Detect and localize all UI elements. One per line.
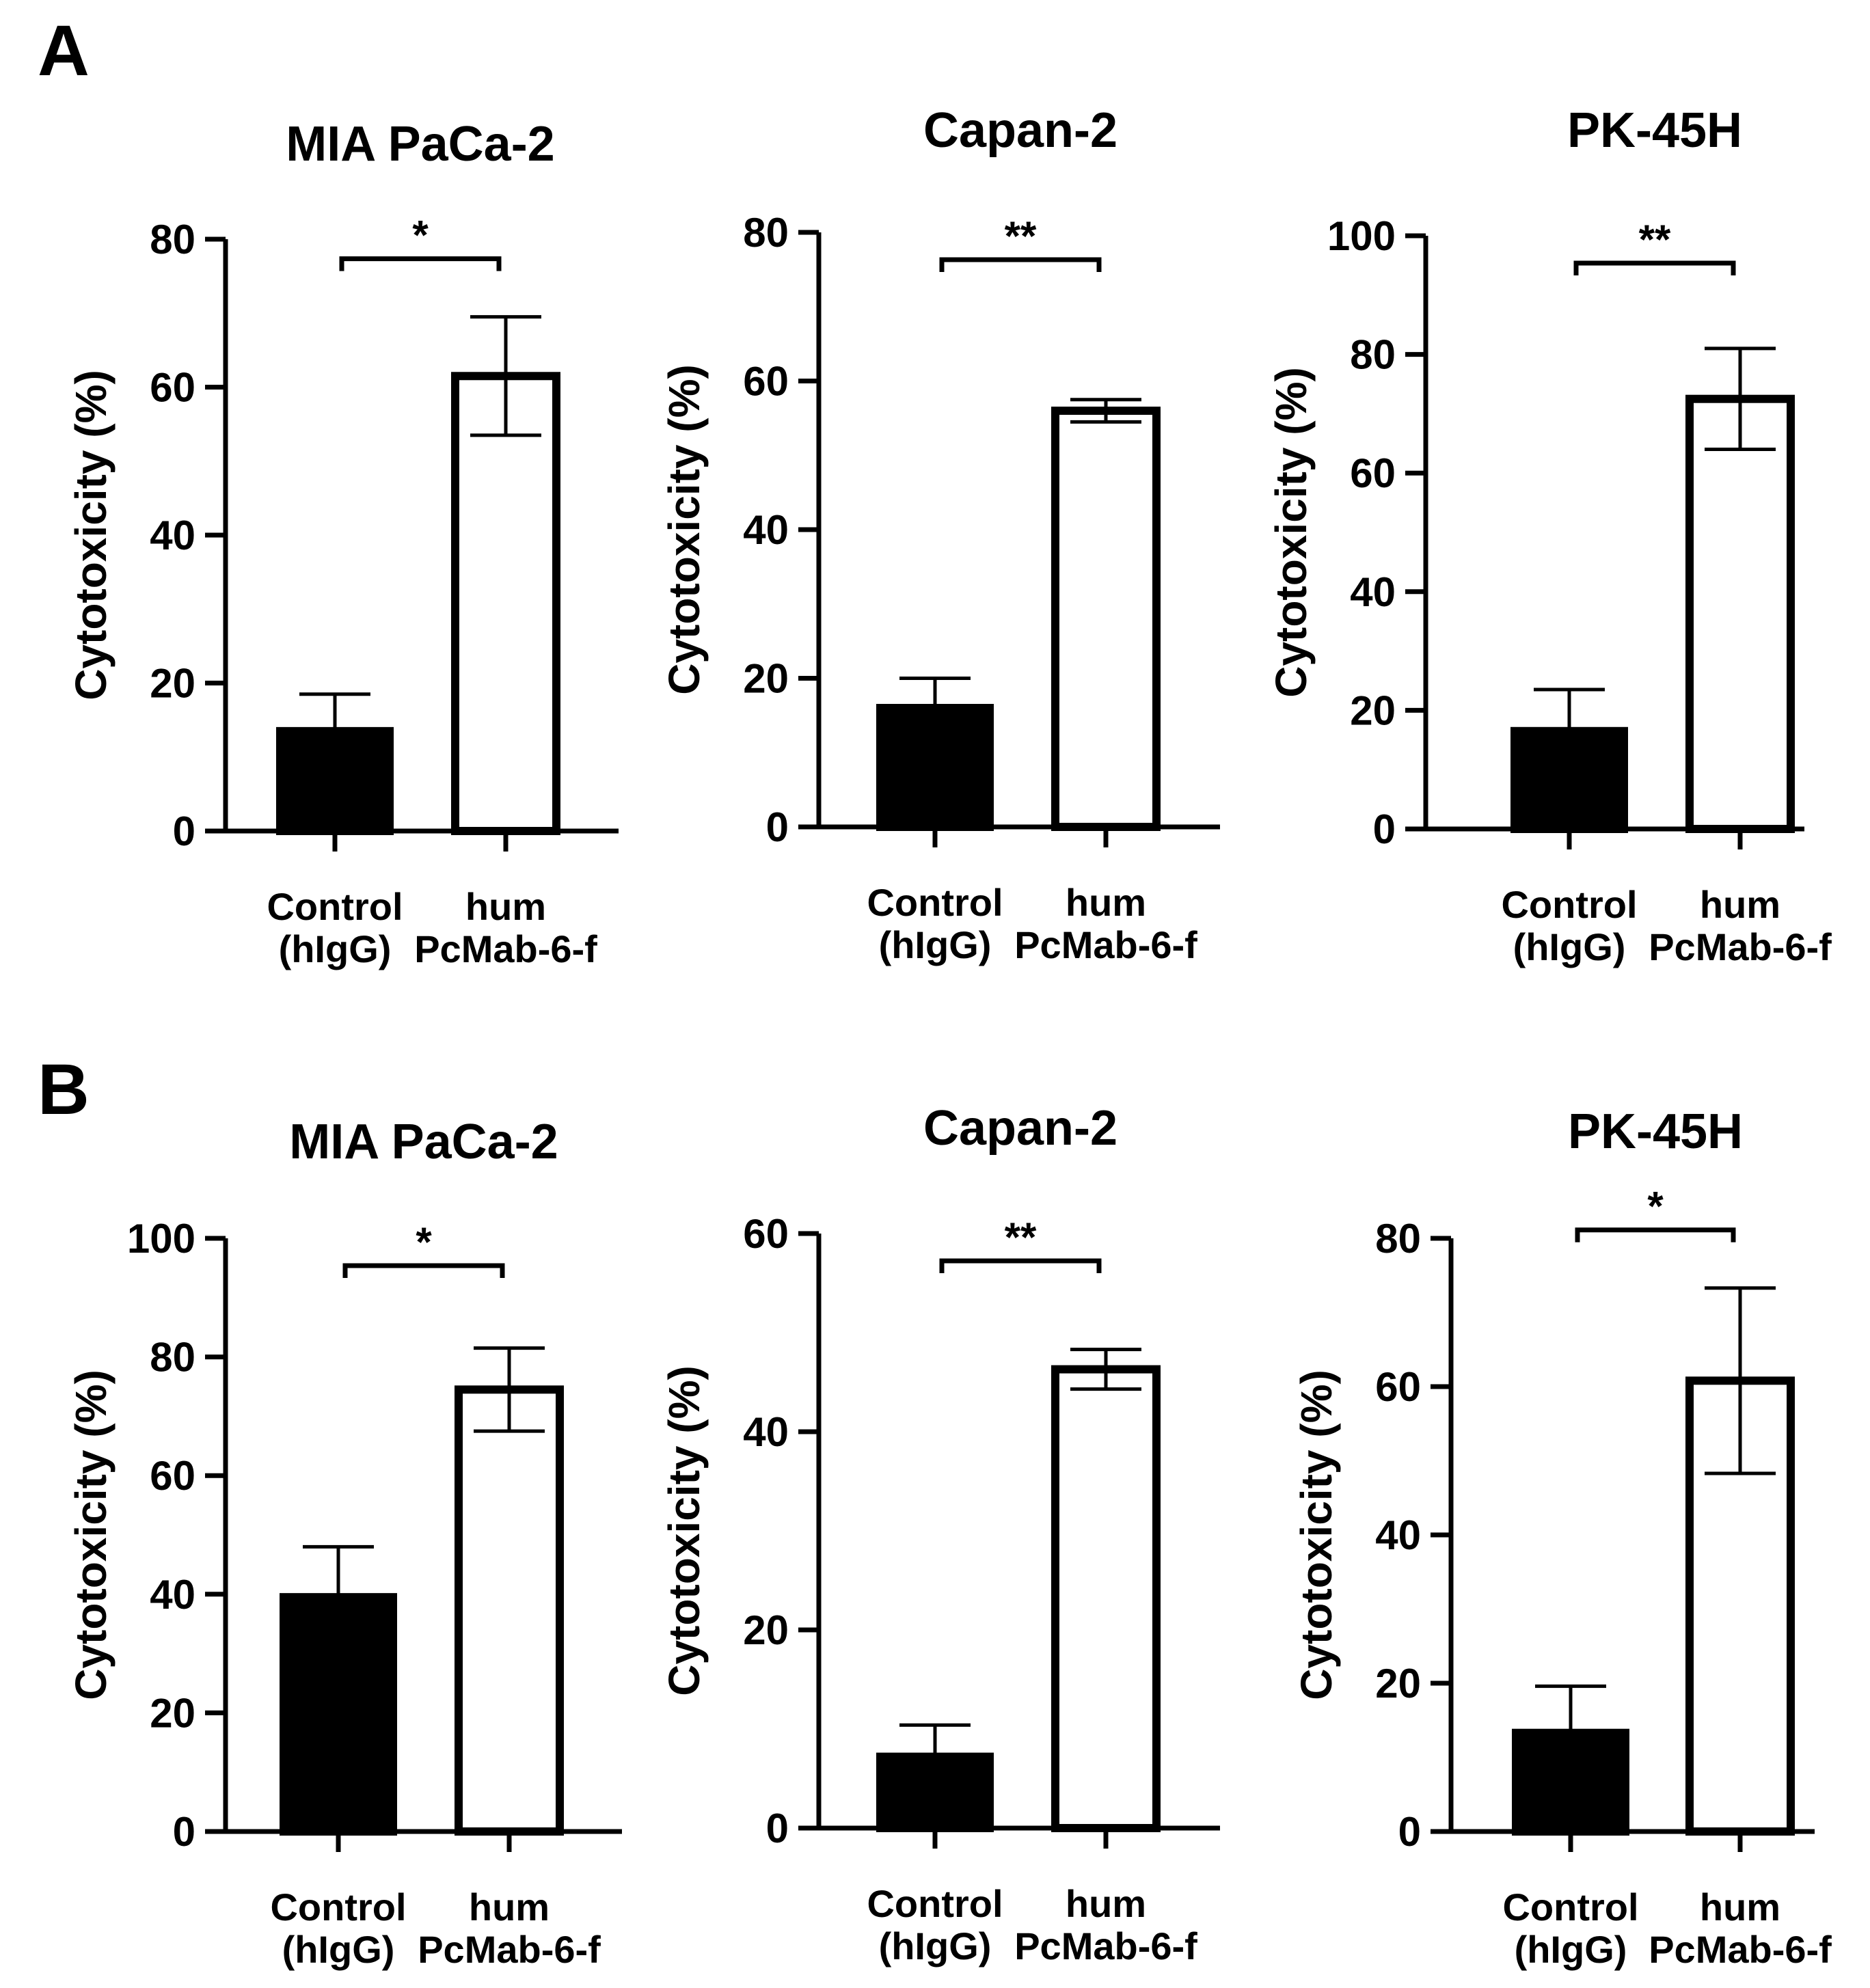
chart-2-y-axis-label: Cytotoxicity (%) xyxy=(660,364,709,695)
chart-3-title: PK-45H xyxy=(1567,103,1742,158)
chart-3-category-label-2: hum xyxy=(1700,883,1780,926)
chart-2-y-tick-label: 80 xyxy=(743,210,789,256)
chart-1-category-label-2: hum xyxy=(465,885,546,928)
chart-5-y-tick-label: 40 xyxy=(743,1409,789,1455)
chart-1-significance-bracket xyxy=(339,256,502,271)
chart-1-bar-treatment xyxy=(451,372,560,835)
chart-5-significance-label: ** xyxy=(1005,1214,1037,1260)
chart-4-y-axis-label: Cytotoxicity (%) xyxy=(66,1370,116,1700)
chart-6-y-tick-label: 0 xyxy=(1398,1809,1421,1855)
chart-4-title: MIA PaCa-2 xyxy=(289,1115,558,1169)
chart-1-y-tick-label: 60 xyxy=(150,365,195,411)
chart-5-y-tick-label: 60 xyxy=(743,1211,789,1257)
chart-4-y-tick-label: 100 xyxy=(127,1216,195,1262)
chart-2-y-tick-label: 40 xyxy=(743,507,789,553)
chart-4-y-tick-label: 0 xyxy=(173,1809,195,1855)
chart-5-y-tick-label: 20 xyxy=(743,1607,789,1653)
chart-5-bar-treatment xyxy=(1051,1365,1161,1832)
chart-4-category-label-1: (hIgG) xyxy=(282,1928,395,1971)
chart-3-y-axis-label: Cytotoxicity (%) xyxy=(1266,367,1316,698)
chart-4-bar-treatment xyxy=(455,1385,564,1836)
chart-3-category-label-2: PcMab-6-f xyxy=(1649,925,1832,968)
chart-5-category-label-2: PcMab-6-f xyxy=(1014,1924,1197,1967)
chart-1-y-tick-label: 20 xyxy=(150,661,195,707)
chart-1-significance-label: * xyxy=(412,213,429,258)
chart-2-category-label-1: (hIgG) xyxy=(879,923,992,966)
chart-1-title: MIA PaCa-2 xyxy=(286,117,554,172)
chart-3-significance-label: ** xyxy=(1639,217,1671,262)
chart-2-y-tick-label: 60 xyxy=(743,359,789,405)
chart-2-significance-bracket xyxy=(939,257,1102,272)
chart-2-category-label-1: Control xyxy=(867,881,1003,924)
chart-2-category-label-2: PcMab-6-f xyxy=(1014,923,1197,966)
chart-6-y-tick-label: 60 xyxy=(1375,1364,1421,1410)
chart-1-y-tick-label: 0 xyxy=(173,808,195,854)
chart-2-category-label-2: hum xyxy=(1066,881,1146,924)
chart-6-category-label-2: hum xyxy=(1700,1885,1780,1929)
chart-6-bar-control xyxy=(1512,1728,1629,1836)
chart-1-category-label-1: (hIgG) xyxy=(279,927,392,970)
chart-1-y-tick-label: 80 xyxy=(150,217,195,262)
chart-6-category-label-1: Control xyxy=(1502,1885,1638,1929)
chart-2-title: Capan-2 xyxy=(923,103,1117,158)
chart-5-y-tick-label: 0 xyxy=(766,1806,789,1851)
chart-6-category-label-2: PcMab-6-f xyxy=(1649,1928,1832,1971)
chart-4-significance-label: * xyxy=(416,1219,432,1265)
chart-5-bar-control xyxy=(876,1752,994,1833)
chart-5-category-label-1: (hIgG) xyxy=(879,1924,992,1967)
chart-2-significance-label: ** xyxy=(1005,213,1037,259)
chart-3-y-tick-label: 60 xyxy=(1350,450,1396,496)
panel-label-a: A xyxy=(38,11,90,91)
chart-3-y-tick-label: 20 xyxy=(1350,687,1396,733)
chart-1-category-label-2: PcMab-6-f xyxy=(414,927,597,970)
chart-2-bar-treatment xyxy=(1051,407,1161,831)
chart-4-category-label-2: PcMab-6-f xyxy=(418,1928,601,1971)
chart-1-y-axis-label: Cytotoxicity (%) xyxy=(66,370,116,700)
chart-5-category-label-2: hum xyxy=(1066,1882,1146,1925)
chart-3-y-tick-label: 100 xyxy=(1327,213,1396,259)
chart-3-y-tick-label: 0 xyxy=(1373,806,1396,852)
chart-4-y-tick-label: 20 xyxy=(150,1690,195,1736)
chart-5-significance-bracket xyxy=(939,1258,1102,1273)
chart-2-y-tick-label: 0 xyxy=(766,804,789,850)
chart-1-category-label-1: Control xyxy=(267,885,403,928)
chart-4-category-label-1: Control xyxy=(270,1885,406,1929)
chart-6-y-tick-label: 40 xyxy=(1375,1512,1421,1558)
chart-4-significance-bracket xyxy=(342,1263,505,1278)
chart-3-category-label-1: Control xyxy=(1501,883,1637,926)
chart-5-y-axis-label: Cytotoxicity (%) xyxy=(660,1365,709,1696)
chart-3-category-label-1: (hIgG) xyxy=(1513,925,1626,968)
chart-4-bar-control xyxy=(280,1593,397,1836)
chart-6-category-label-1: (hIgG) xyxy=(1515,1928,1627,1971)
chart-3-significance-bracket xyxy=(1573,260,1736,275)
chart-6-y-axis-label: Cytotoxicity (%) xyxy=(1292,1370,1341,1700)
chart-3-bar-treatment xyxy=(1685,394,1795,833)
chart-1-y-tick-label: 40 xyxy=(150,513,195,558)
chart-6-significance-bracket xyxy=(1575,1227,1736,1242)
chart-6-y-tick-label: 20 xyxy=(1375,1661,1421,1706)
chart-2-bar-control xyxy=(876,704,994,831)
chart-3-bar-control xyxy=(1510,726,1628,834)
chart-3-y-tick-label: 80 xyxy=(1350,332,1396,378)
chart-6-y-tick-label: 80 xyxy=(1375,1216,1421,1262)
chart-4-category-label-2: hum xyxy=(469,1885,550,1929)
chart-4-y-tick-label: 40 xyxy=(150,1572,195,1618)
chart-6-significance-label: * xyxy=(1647,1184,1664,1229)
chart-4-y-tick-label: 60 xyxy=(150,1453,195,1499)
chart-5-category-label-1: Control xyxy=(867,1882,1003,1925)
chart-5-title: Capan-2 xyxy=(923,1101,1117,1156)
chart-4-y-tick-label: 80 xyxy=(150,1335,195,1380)
chart-1-bar-control xyxy=(276,726,394,836)
chart-2-y-tick-label: 20 xyxy=(743,656,789,702)
chart-3-y-tick-label: 40 xyxy=(1350,569,1396,615)
chart-6-title: PK-45H xyxy=(1568,1104,1743,1159)
panel-label-b: B xyxy=(38,1050,90,1130)
